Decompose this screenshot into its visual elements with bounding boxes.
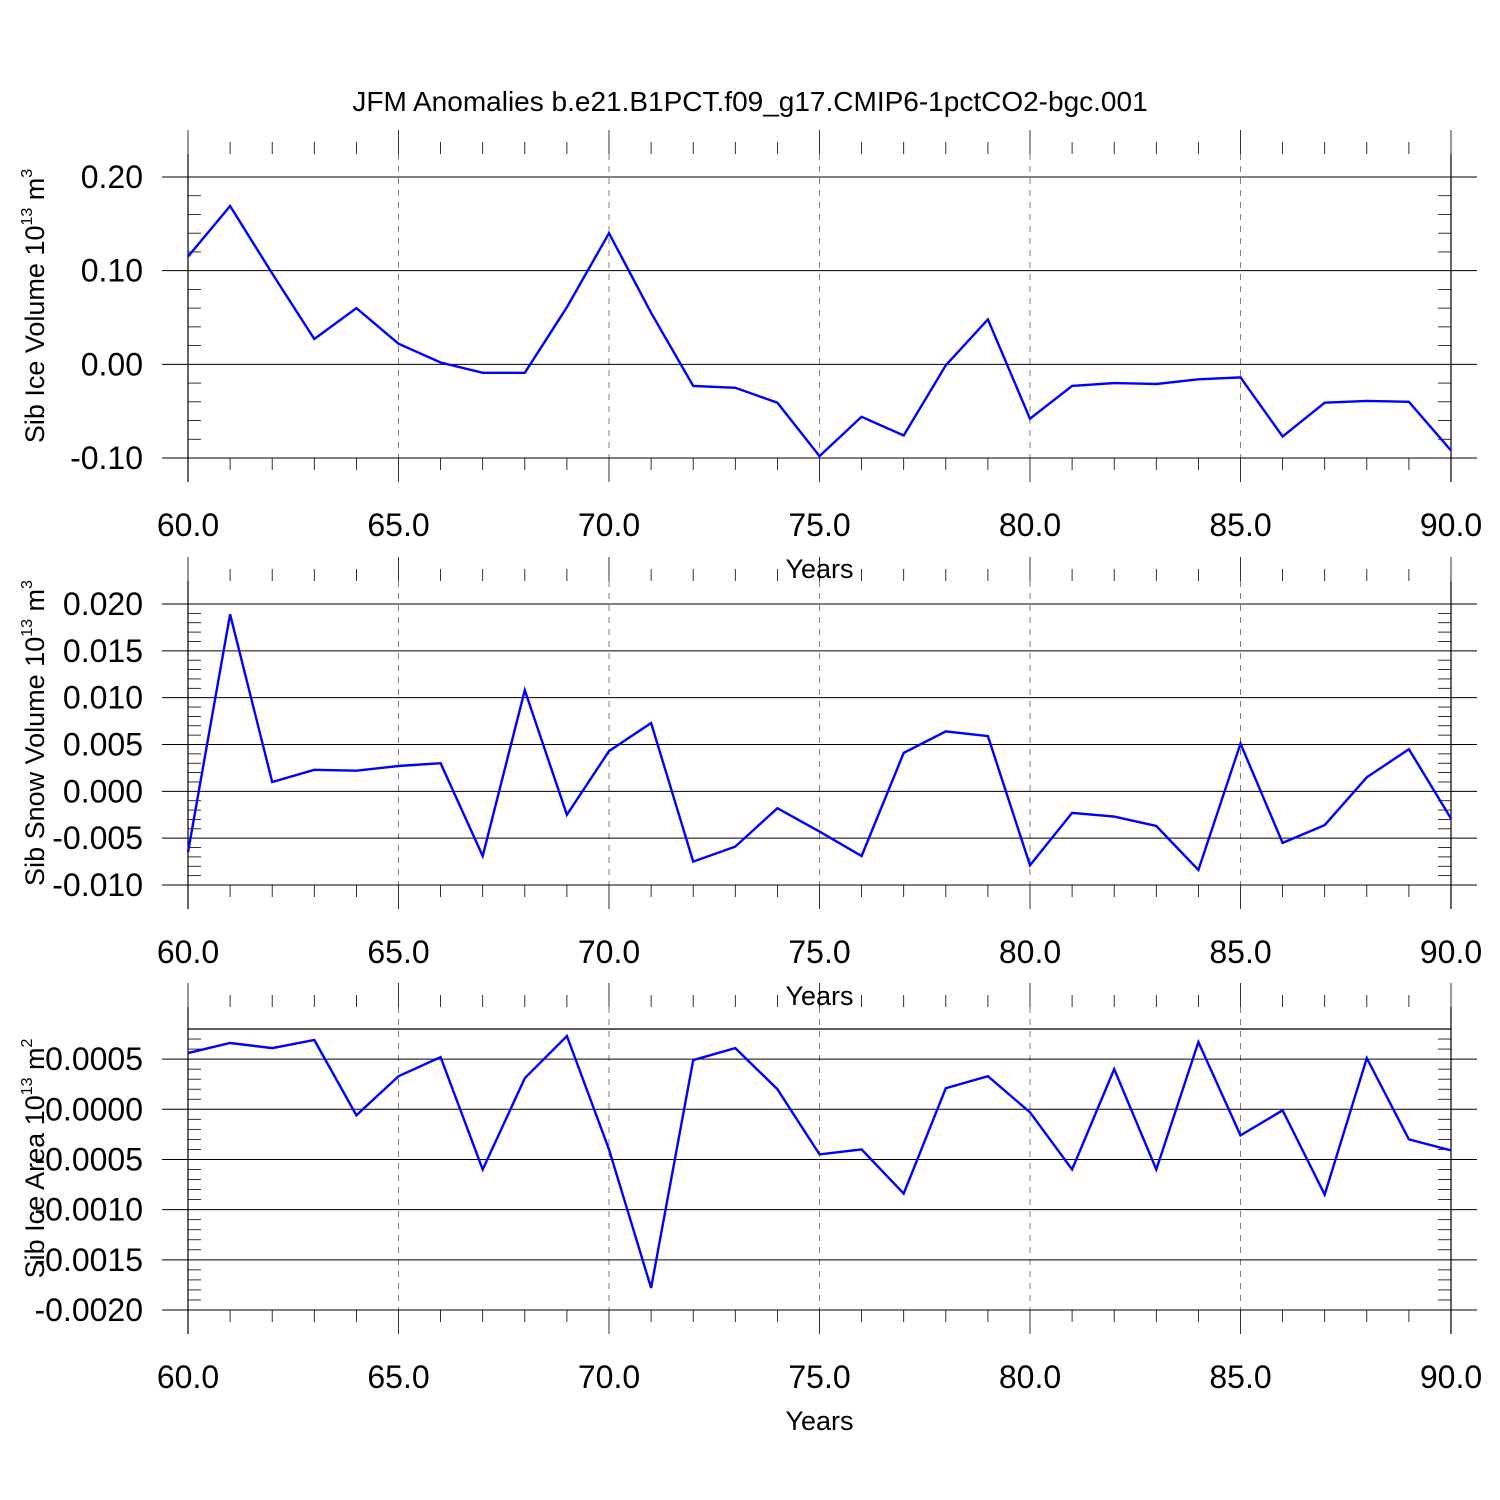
x-tick-label: 90.0: [1420, 507, 1482, 543]
x-tick-label: 85.0: [1209, 934, 1271, 970]
chart-panel-3: -0.0020 -0.0015 -0.0010 -0.0005 0.0000 0.0005…: [19, 983, 1482, 1436]
y-tick-label: 0.0005: [45, 1041, 143, 1077]
y-tick-label: 0.10: [81, 253, 143, 289]
y-axis-label: Sib Snow Volume 1013 m3: [19, 580, 50, 886]
x-tick-label: 80.0: [999, 507, 1061, 543]
y-tick-label: 0.020: [63, 586, 143, 622]
series-line-1: [186, 614, 1453, 873]
y-axis-label: Sib Ice Area 1013 m2: [19, 1038, 50, 1278]
x-tick-label: 70.0: [578, 1359, 640, 1395]
y-tick-label: -0.010: [52, 867, 143, 903]
y-tick-label: 0.00: [81, 346, 143, 382]
y-tick-label: -0.0005: [34, 1141, 143, 1177]
y-tick-label: -0.0020: [34, 1292, 143, 1328]
chart-panel-1: -0.10 0.00 0.10 0.20 60.0 65.0 70.0 75.0 80.0 85.…: [19, 130, 1482, 584]
x-tick-label: 70.0: [578, 934, 640, 970]
x-tick-label: 75.0: [788, 1359, 850, 1395]
y-axis-label: Sib Ice Volume 1013 m3: [19, 169, 50, 443]
x-tick-label: 60.0: [157, 507, 219, 543]
x-tick-label: 60.0: [157, 934, 219, 970]
y-tick-label: 0.015: [63, 633, 143, 669]
x-tick-label: 65.0: [367, 934, 429, 970]
y-tick-label: -0.005: [52, 820, 143, 856]
series-line-1: [187, 203, 1452, 458]
y-tick-label: 0.010: [63, 680, 143, 716]
x-tick-label: 85.0: [1209, 507, 1271, 543]
x-tick-label: 80.0: [999, 1359, 1061, 1395]
x-tick-label: 80.0: [999, 934, 1061, 970]
y-tick-label: -0.10: [70, 440, 143, 476]
page-title: JFM Anomalies b.e21.B1PCT.f09_g17.CMIP6-…: [352, 86, 1148, 117]
x-tick-label: 90.0: [1420, 934, 1482, 970]
x-tick-label: 60.0: [157, 1359, 219, 1395]
chart-panel-2: -0.010 -0.005 0.000 0.005 0.010 0.015 0.020 60.…: [19, 557, 1482, 1011]
x-tick-label: 75.0: [788, 507, 850, 543]
y-tick-label: 0.000: [63, 773, 143, 809]
x-tick-label: 85.0: [1209, 1359, 1271, 1395]
y-tick-label: 0.0000: [45, 1091, 143, 1127]
y-tick-label: 0.005: [63, 727, 143, 763]
y-tick-label: 0.20: [81, 159, 143, 195]
x-tick-label: 65.0: [367, 1359, 429, 1395]
y-tick-label: -0.0010: [34, 1192, 143, 1228]
series-line-1: [187, 1033, 1452, 1289]
x-tick-label: 90.0: [1420, 1359, 1482, 1395]
x-axis-label: Years: [785, 1406, 853, 1436]
x-tick-label: 65.0: [367, 507, 429, 543]
x-tick-label: 70.0: [578, 507, 640, 543]
y-tick-label: -0.0015: [34, 1242, 143, 1278]
x-tick-label: 75.0: [788, 934, 850, 970]
